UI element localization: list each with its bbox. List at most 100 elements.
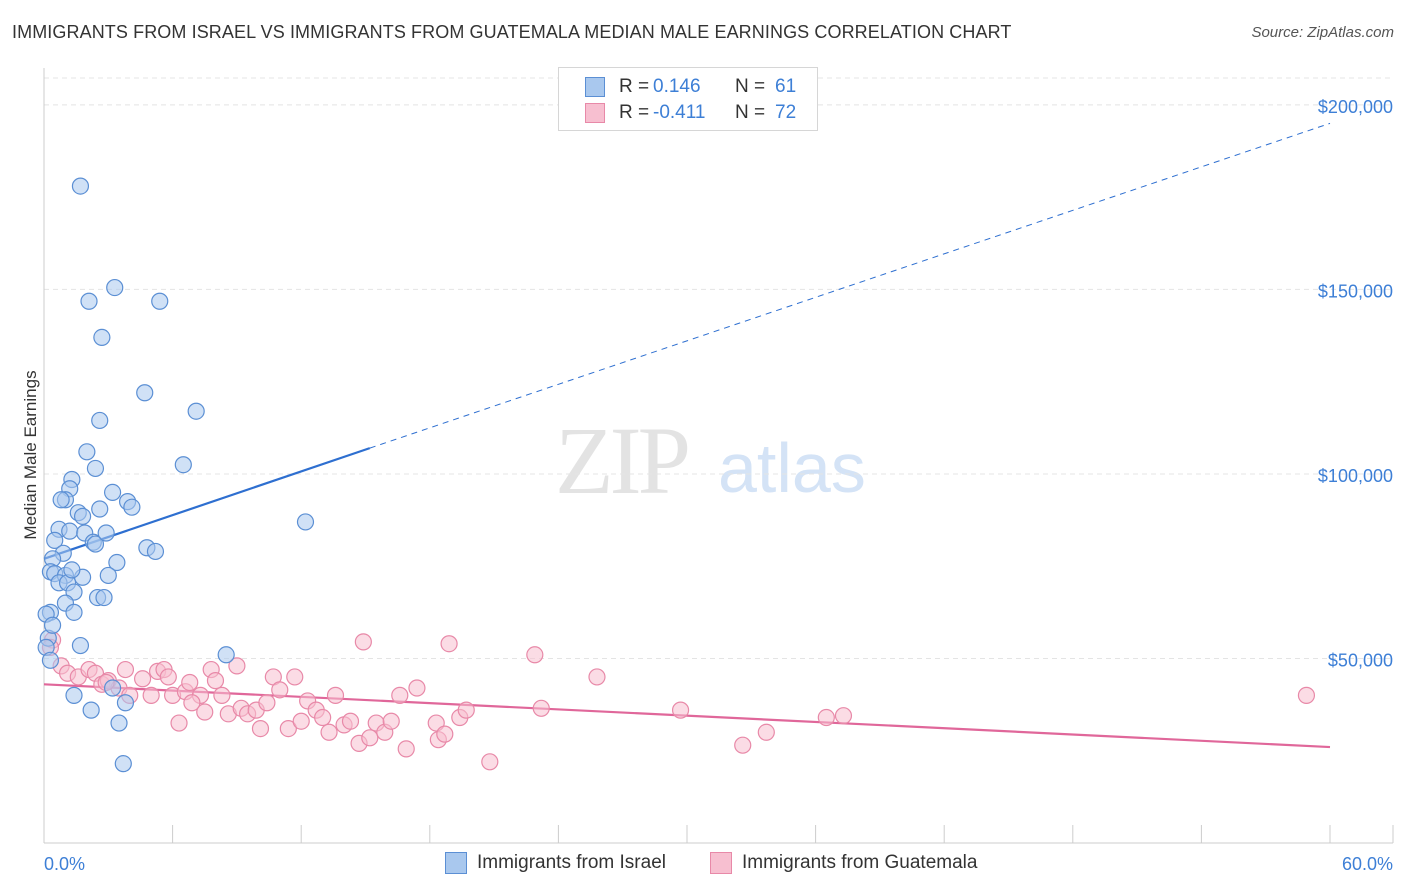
bottom-legend-guatemala: Immigrants from Guatemala — [710, 852, 977, 874]
correlation-legend: R = 0.146 N = 61 R = -0.411 N = 72 — [558, 67, 818, 131]
guatemala-point-36 — [286, 668, 304, 686]
y-axis-tick-labels: $50,000 $100,000 $150,000 $200,000 — [1318, 97, 1393, 671]
guatemala-point-63 — [588, 668, 606, 686]
r-value: -0.411 — [653, 102, 706, 123]
israel-point-48 — [71, 636, 90, 655]
n-value: 72 — [775, 102, 797, 123]
israel-point-29 — [146, 542, 165, 561]
israel-point-9 — [86, 459, 105, 478]
guatemala-point-71 — [183, 694, 201, 712]
chart-title: IMMIGRANTS FROM ISRAEL VS IMMIGRANTS FRO… — [12, 22, 1012, 42]
bottom-legend-israel: Immigrants from Israel — [445, 852, 666, 874]
guatemala-point-56 — [436, 725, 454, 743]
guatemala-point-20 — [181, 673, 199, 692]
guatemala-point-59 — [457, 701, 475, 719]
israel-point-55 — [116, 694, 135, 712]
guatemala-point-27 — [228, 657, 246, 675]
israel-point-60 — [97, 524, 115, 542]
israel-point-25 — [46, 531, 64, 549]
guatemala-point-22 — [196, 703, 214, 721]
guatemala-point-51 — [391, 686, 409, 704]
gridlines — [44, 77, 1393, 659]
israel-point-13 — [103, 483, 122, 502]
data-points — [37, 177, 1316, 773]
guatemala-point-16 — [159, 668, 177, 686]
israel-point-45 — [65, 603, 83, 621]
guatemala-point-44 — [341, 712, 360, 730]
israel-point-7 — [91, 411, 109, 430]
r-label: R = — [619, 102, 650, 123]
guatemala-point-53 — [408, 679, 426, 697]
guatemala-point-65 — [734, 736, 752, 754]
guatemala-point-41 — [320, 723, 338, 741]
guatemala-point-24 — [206, 672, 225, 690]
israel-point-23 — [61, 522, 79, 540]
israel-point-2 — [80, 292, 98, 310]
israel-point-10 — [174, 456, 192, 474]
guatemala-point-12 — [133, 670, 152, 688]
guatemala-point-40 — [314, 708, 332, 727]
x-axis-ticks — [43, 825, 1394, 843]
guatemala-point-35 — [279, 719, 297, 738]
israel-point-57 — [114, 755, 132, 773]
watermark-atlas: atlas — [718, 429, 866, 507]
israel-point-18 — [91, 500, 109, 518]
israel-point-20 — [73, 507, 92, 525]
guatemala-point-37 — [292, 712, 310, 730]
guatemala-point-34 — [271, 681, 289, 699]
guatemala-point-25 — [213, 686, 231, 704]
israel-point-4 — [93, 328, 111, 347]
guatemala-point-47 — [361, 729, 379, 747]
guatemala-point-60 — [481, 753, 499, 771]
israel-point-59 — [63, 561, 81, 579]
guatemala-point-31 — [251, 719, 270, 738]
israel-point-8 — [78, 443, 96, 461]
trend-lines — [43, 122, 1331, 749]
guatemala-point-32 — [258, 694, 276, 712]
guatemala-point-61 — [526, 646, 544, 664]
y-tick-label-0: $50,000 — [1328, 650, 1393, 670]
n-label: N = — [735, 76, 766, 97]
israel-point-50 — [217, 646, 235, 664]
israel-point-42 — [95, 588, 113, 607]
guatemala-point-13 — [142, 686, 160, 704]
israel-point-51 — [41, 651, 60, 669]
israel-point-32 — [108, 553, 126, 572]
guatemala-point-46 — [354, 633, 372, 651]
guatemala-point-52 — [397, 740, 415, 758]
guatemala-point-57 — [440, 635, 458, 653]
guatemala-legend-swatch — [710, 852, 732, 874]
x-tick-label-max: 60.0% — [1342, 854, 1393, 874]
r-label: R = — [619, 76, 650, 97]
israel-point-1 — [106, 278, 124, 297]
guatemala-point-50 — [382, 712, 400, 730]
r-value: 0.146 — [653, 76, 701, 97]
guatemala-point-66 — [757, 723, 775, 741]
watermark-zip: ZIP — [555, 407, 691, 514]
israel-point-15 — [52, 491, 70, 509]
israel-point-3 — [151, 292, 169, 310]
n-value: 61 — [775, 76, 797, 97]
israel-point-52 — [103, 679, 122, 697]
guatemala-point-10 — [116, 660, 135, 679]
israel-swatch — [585, 77, 605, 97]
legend-row-israel: R = 0.146 N = 61 — [585, 74, 796, 100]
israel-legend-swatch — [445, 852, 467, 874]
guatemala-point-68 — [834, 707, 853, 725]
guatemala-point-67 — [817, 708, 835, 727]
guatemala-point-64 — [671, 701, 690, 719]
x-tick-label-min: 0.0% — [44, 854, 85, 874]
israel-point-36 — [99, 566, 117, 585]
guatemala-point-69 — [1297, 686, 1316, 704]
israel-point-21 — [296, 513, 315, 531]
israel-point-56 — [110, 714, 128, 732]
source-label: Source: ZipAtlas.com — [1251, 24, 1394, 41]
israel-point-27 — [86, 535, 105, 553]
n-label: N = — [735, 102, 766, 123]
guatemala-legend-label: Immigrants from Guatemala — [742, 852, 978, 873]
guatemala-point-62 — [532, 699, 550, 717]
guatemala-swatch — [585, 103, 605, 123]
israel-point-17 — [123, 498, 141, 516]
legend-row-guatemala: R = -0.411 N = 72 — [585, 100, 796, 126]
